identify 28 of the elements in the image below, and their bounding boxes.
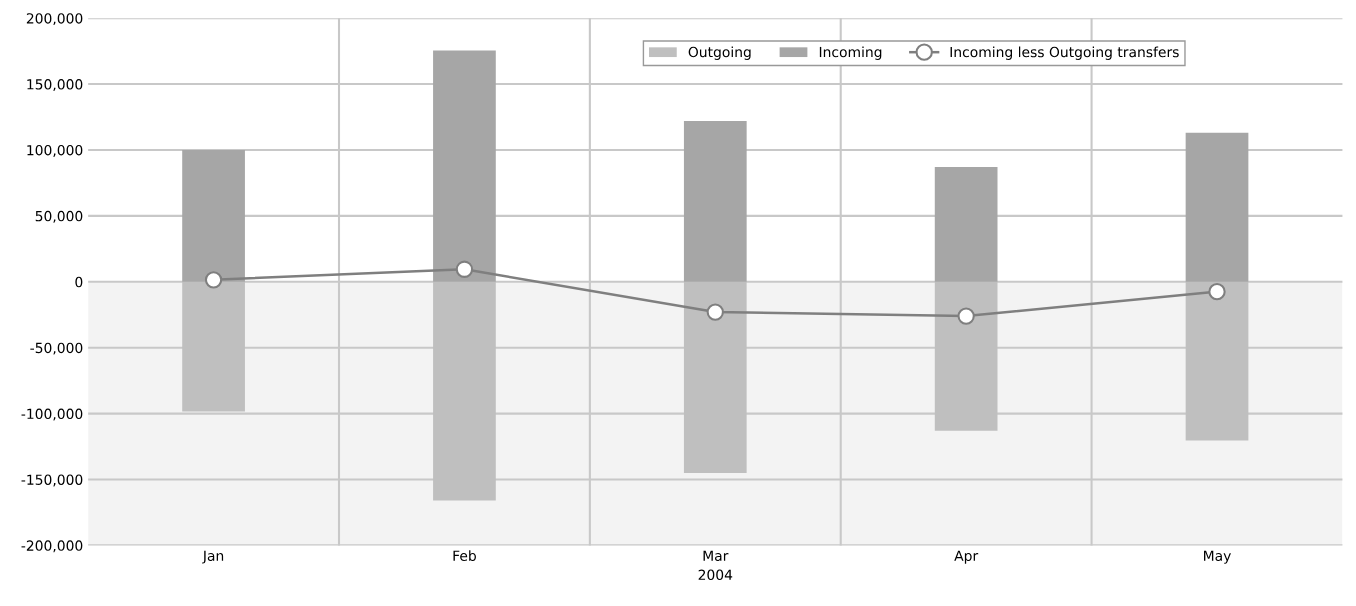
x-tick-label: Mar bbox=[703, 550, 729, 562]
bar bbox=[433, 50, 496, 282]
legend-label: Incoming bbox=[819, 46, 882, 60]
y-tick-label: 200,000 bbox=[26, 13, 83, 26]
point bbox=[204, 271, 223, 289]
y-tick-label: 0 bbox=[75, 276, 83, 288]
y-tick-label: -100,000 bbox=[21, 408, 83, 421]
point bbox=[957, 307, 975, 325]
x-tick-label: Jan bbox=[202, 550, 224, 564]
legend-label: Outgoing bbox=[688, 46, 751, 60]
bar bbox=[683, 120, 747, 282]
y-tick-label: 100,000 bbox=[27, 144, 83, 157]
legend-label: Incoming less Outgoing transfers bbox=[950, 46, 1179, 60]
bar bbox=[934, 167, 998, 282]
x-tick-label: Apr bbox=[954, 550, 979, 564]
y-tick-label: -50,000 bbox=[30, 342, 83, 355]
y-tick-label: -200,000 bbox=[21, 540, 83, 553]
point bbox=[706, 303, 724, 321]
x-tick-label: Feb bbox=[453, 550, 476, 562]
point bbox=[455, 260, 474, 278]
y-tick-label: -150,000 bbox=[21, 474, 83, 487]
y-tick-label: 150,000 bbox=[27, 79, 83, 91]
y-tick-label: 50,000 bbox=[35, 210, 83, 223]
point bbox=[1208, 283, 1226, 301]
bar bbox=[182, 149, 245, 282]
bar bbox=[1185, 132, 1249, 282]
x-axis-title: 2004 bbox=[698, 569, 733, 581]
x-tick-label: May bbox=[1204, 550, 1231, 564]
